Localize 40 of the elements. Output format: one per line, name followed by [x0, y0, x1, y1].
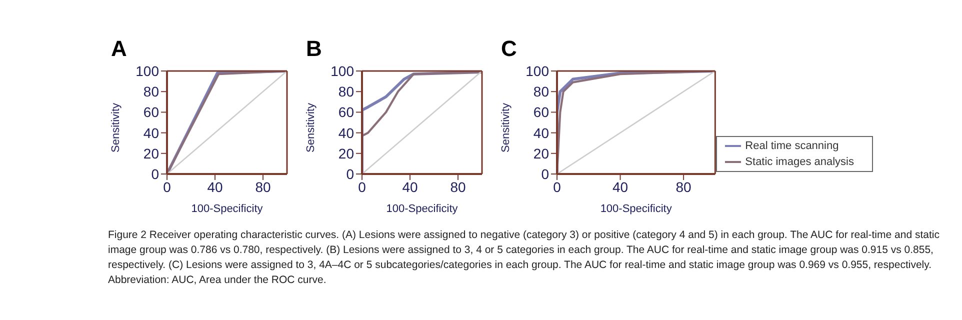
y-tick-label: 80 [338, 84, 354, 100]
y-tick-label: 60 [533, 104, 550, 120]
x-tick-label: 80 [676, 178, 692, 195]
text: Abbreviation: AUC, Area under the ROC curve. [108, 273, 328, 288]
y-tick-label: 60 [338, 104, 354, 120]
chart-title: C [501, 36, 517, 62]
x-tick-label: 40 [612, 178, 628, 195]
x-tick-label: 40 [207, 178, 223, 195]
y-axis-title: Sensitivity [110, 102, 122, 152]
y-tick-label: 20 [143, 145, 160, 162]
x-axis-title: 100-Specificity [191, 203, 264, 215]
y-tick-label: 100 [136, 62, 160, 79]
y-tick-label: 0 [346, 166, 354, 182]
y-tick-label: 40 [143, 124, 160, 141]
y-tick-label: 40 [533, 124, 550, 141]
x-tick-label: 0 [553, 178, 562, 195]
y-tick-label: 60 [143, 104, 160, 120]
legend-label: Static images analysis [745, 156, 854, 168]
chart-title: A [111, 36, 127, 62]
y-tick-label: 0 [541, 166, 550, 182]
y-tick-label: 20 [533, 145, 550, 162]
y-tick-label: 100 [330, 62, 354, 79]
chart-title: B [306, 36, 322, 62]
x-tick-label: 0 [163, 178, 172, 195]
y-tick-label: 20 [338, 145, 354, 162]
y-tick-label: 0 [151, 166, 160, 182]
x-tick-label: 80 [255, 178, 271, 195]
x-tick-label: 0 [358, 178, 366, 195]
y-axis-title: Sensitivity [500, 102, 512, 152]
y-axis-title: Sensitivity [304, 102, 317, 152]
x-axis-title: 100-Specificity [600, 203, 672, 215]
y-tick-label: 40 [338, 124, 354, 141]
y-tick-label: 100 [526, 62, 550, 79]
x-axis-title: 100-Specificity [386, 203, 458, 215]
legend-label: Real time scanning [745, 140, 839, 152]
x-tick-label: 80 [450, 178, 466, 195]
caption: Figure 2 Receiver operating characteristic curves. (A) Lesions were assigned to negative (category 3) or positive (category 4 and 5) in each group. The AUC for real-time and static image group was 0.786 vs 0.780, respectively. (B) Lesions were assigned to 3, 4 or 5 categories in each group. The AUC for real-time and static image group was 0.915 vs 0.855, respectively. (C) Lesions were assigned to 3, 4A–4C or 5 subcategories/categories in each group. The AUC for real-time and static image group was 0.969 vs 0.955, respectively. [108, 228, 940, 273]
x-tick-label: 40 [402, 178, 418, 195]
y-tick-label: 80 [143, 84, 160, 100]
y-tick-label: 80 [533, 84, 550, 100]
